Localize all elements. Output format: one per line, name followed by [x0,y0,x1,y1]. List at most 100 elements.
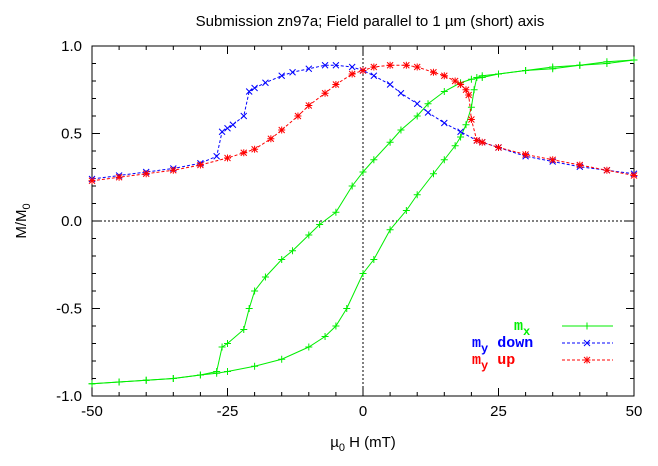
data-point [348,182,356,190]
data-point [305,65,313,73]
data-point [478,74,486,81]
data-point [224,340,231,347]
data-point [429,170,437,178]
data-point [196,161,204,169]
data-point [470,86,478,94]
data-point [169,375,177,382]
data-point [196,371,204,379]
legend-marker [583,356,591,364]
data-point [402,207,410,214]
data-point [522,151,530,158]
data-point [88,177,96,185]
data-point [413,100,421,108]
y-tick-label: 0.0 [61,213,82,230]
data-point [218,343,226,351]
data-point [245,88,253,95]
data-point [305,102,313,109]
data-point [440,72,448,80]
data-point [440,88,448,95]
data-point [348,70,356,78]
data-point [424,109,432,116]
data-point [465,91,473,99]
data-point [115,378,123,386]
data-point [451,77,459,85]
data-point [467,75,475,83]
data-point [370,156,378,164]
data-point [397,126,405,134]
data-point [213,152,221,160]
data-point [267,135,275,143]
data-point [467,116,475,123]
plot-frame [91,45,635,397]
y-axis-label: M/M0 [13,203,33,238]
data-point [630,56,638,64]
data-point [576,61,584,69]
data-point [332,208,340,216]
data-point [294,112,302,120]
data-point [359,67,367,74]
x-tick-label: 0 [359,403,367,420]
data-point [240,149,248,157]
data-point [386,226,394,234]
data-point [495,144,502,151]
data-point [213,368,221,375]
data-point [462,121,470,129]
x-tick-label: 25 [490,403,507,420]
data-point [386,138,394,146]
data-point [278,72,286,80]
data-point [142,376,150,384]
data-point [321,89,329,97]
data-point [386,81,394,88]
data-point [229,121,237,129]
data-point [169,166,177,174]
data-point [343,305,351,312]
legend-label: mx [514,318,530,339]
legend-marker [583,339,591,347]
data-point [332,61,340,69]
data-point [467,103,475,111]
data-point [440,119,448,127]
data-point [603,166,611,174]
x-tick-label: -50 [81,403,103,420]
data-point [370,256,378,263]
data-point [413,191,421,199]
data-point [457,81,465,88]
data-point [88,380,96,388]
data-point [245,305,253,312]
data-point [251,84,258,92]
series-line [91,59,635,385]
data-point [549,63,557,71]
data-point [218,128,226,136]
data-point [251,287,259,295]
data-point [370,72,378,80]
data-point [576,161,584,169]
x-tick-label: 50 [626,403,643,420]
data-point [473,137,481,144]
data-point [289,247,297,255]
data-point [370,63,378,71]
data-point [142,170,150,178]
data-point [413,112,421,120]
data-point [240,326,248,333]
data-point [240,112,248,120]
data-point [630,172,638,179]
y-tick-label: 1.0 [61,38,82,55]
legend-label: my down [472,335,533,356]
data-point [278,256,286,263]
data-point [305,343,313,351]
data-point [224,368,231,375]
data-point [457,133,465,141]
data-point [332,81,340,88]
series-mx [88,56,638,388]
legend-label: my up [472,352,515,373]
data-point [451,142,459,150]
data-point [278,355,286,363]
data-point [115,173,123,181]
data-point [397,89,405,97]
data-point [261,273,269,281]
data-point [224,124,231,132]
x-tick-label: -25 [217,403,239,420]
data-point [278,126,286,134]
y-tick-label: 0.5 [61,126,82,143]
